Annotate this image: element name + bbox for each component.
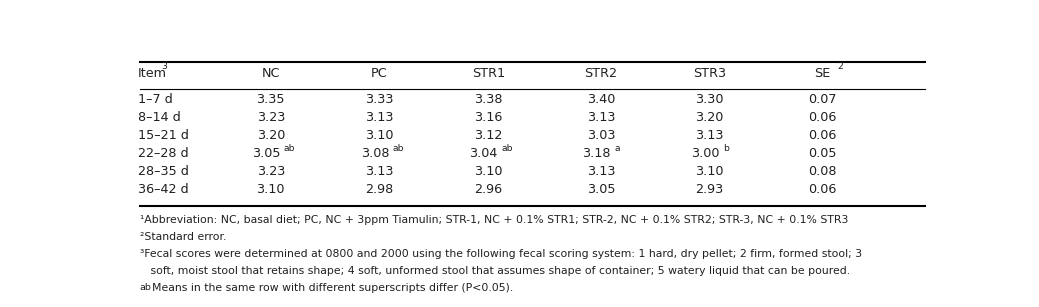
Text: 3.05: 3.05 xyxy=(251,147,281,160)
Text: 0.06: 0.06 xyxy=(808,129,836,142)
Text: ab: ab xyxy=(139,283,152,292)
Text: 3.12: 3.12 xyxy=(474,129,503,142)
Text: 3.08: 3.08 xyxy=(361,147,390,160)
Text: 3.10: 3.10 xyxy=(474,165,503,178)
Text: 3.33: 3.33 xyxy=(366,93,394,106)
Text: 3.05: 3.05 xyxy=(587,183,615,196)
Text: 3.13: 3.13 xyxy=(695,129,724,142)
Text: 0.07: 0.07 xyxy=(808,93,836,106)
Text: 2: 2 xyxy=(837,62,844,71)
Text: 36–42 d: 36–42 d xyxy=(138,183,188,196)
Text: 3.04: 3.04 xyxy=(470,147,498,160)
Text: 3.40: 3.40 xyxy=(587,93,615,106)
Text: 28–35 d: 28–35 d xyxy=(138,165,189,178)
Text: 3.10: 3.10 xyxy=(257,183,285,196)
Text: 3.13: 3.13 xyxy=(587,111,615,124)
Text: 3.20: 3.20 xyxy=(695,111,724,124)
Text: ab: ab xyxy=(284,144,295,153)
Text: 3.10: 3.10 xyxy=(366,129,394,142)
Text: 3.30: 3.30 xyxy=(695,93,724,106)
Text: 0.06: 0.06 xyxy=(808,183,836,196)
Text: 3.00: 3.00 xyxy=(691,147,719,160)
Text: 3.38: 3.38 xyxy=(474,93,503,106)
Text: 3.13: 3.13 xyxy=(366,111,394,124)
Text: a: a xyxy=(614,144,619,153)
Text: ab: ab xyxy=(393,144,404,153)
Text: 22–28 d: 22–28 d xyxy=(138,147,188,160)
Text: 2.96: 2.96 xyxy=(474,183,502,196)
Text: 3.03: 3.03 xyxy=(587,129,615,142)
Text: Means in the same row with different superscripts differ (P<0.05).: Means in the same row with different sup… xyxy=(153,283,513,293)
Text: 3: 3 xyxy=(161,62,167,71)
Text: 3.18: 3.18 xyxy=(582,147,611,160)
Text: ¹Abbreviation: NC, basal diet; PC, NC + 3ppm Tiamulin; STR-1, NC + 0.1% STR1; ST: ¹Abbreviation: NC, basal diet; PC, NC + … xyxy=(139,215,848,225)
Text: 3.23: 3.23 xyxy=(257,111,285,124)
Text: 2.98: 2.98 xyxy=(366,183,394,196)
Text: 3.16: 3.16 xyxy=(474,111,503,124)
Text: 0.06: 0.06 xyxy=(808,111,836,124)
Text: soft, moist stool that retains shape; 4 soft, unformed stool that assumes shape : soft, moist stool that retains shape; 4 … xyxy=(139,266,850,276)
Text: 3.13: 3.13 xyxy=(587,165,615,178)
Text: 8–14 d: 8–14 d xyxy=(138,111,181,124)
Text: 3.35: 3.35 xyxy=(257,93,285,106)
Text: STR1: STR1 xyxy=(472,67,505,80)
Text: STR3: STR3 xyxy=(693,67,726,80)
Text: NC: NC xyxy=(262,67,281,80)
Text: Item: Item xyxy=(138,67,167,80)
Text: b: b xyxy=(723,144,728,153)
Text: SE: SE xyxy=(815,67,830,80)
Text: ab: ab xyxy=(501,144,513,153)
Text: 3.23: 3.23 xyxy=(257,165,285,178)
Text: STR2: STR2 xyxy=(584,67,617,80)
Text: 3.13: 3.13 xyxy=(366,165,394,178)
Text: 3.10: 3.10 xyxy=(695,165,724,178)
Text: ²Standard error.: ²Standard error. xyxy=(139,232,225,242)
Text: 0.08: 0.08 xyxy=(808,165,836,178)
Text: PC: PC xyxy=(371,67,388,80)
Text: 3.20: 3.20 xyxy=(257,129,285,142)
Text: 0.05: 0.05 xyxy=(808,147,836,160)
Text: ³Fecal scores were determined at 0800 and 2000 using the following fecal scoring: ³Fecal scores were determined at 0800 an… xyxy=(139,249,861,259)
Text: 2.93: 2.93 xyxy=(695,183,724,196)
Text: 1–7 d: 1–7 d xyxy=(138,93,172,106)
Text: 15–21 d: 15–21 d xyxy=(138,129,189,142)
